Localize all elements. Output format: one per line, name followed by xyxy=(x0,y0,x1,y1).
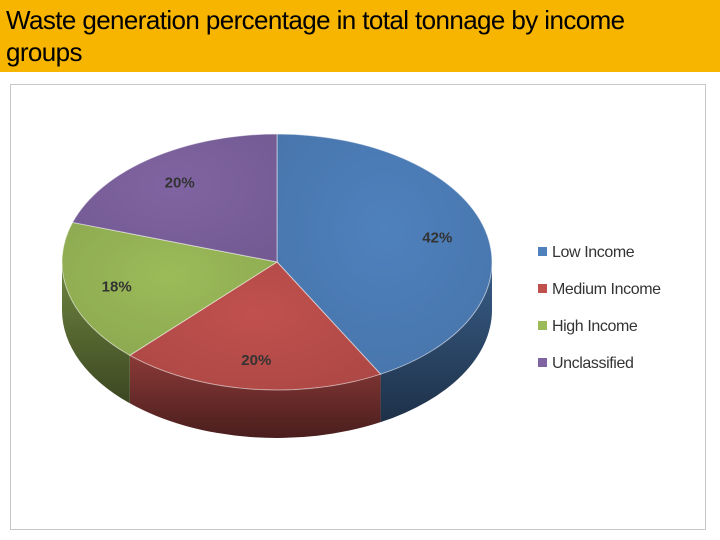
data-label-low-income: 42% xyxy=(422,230,452,247)
page-title: Waste generation percentage in total ton… xyxy=(6,5,625,67)
pie-side-high-income xyxy=(62,262,130,404)
pie-slice-unclassified xyxy=(71,133,278,263)
pie-chart: 42% 20% 18% 20% Low Income Medium Income High … xyxy=(61,133,662,438)
pie-slice-low-income xyxy=(276,133,493,375)
legend-label-unclassified: Unclassified xyxy=(552,355,633,372)
legend-swatch-medium-income xyxy=(538,284,547,293)
legend-label-medium-income: Medium Income xyxy=(552,281,661,298)
title-banner: Waste generation percentage in total ton… xyxy=(0,0,720,72)
data-label-unclassified: 20% xyxy=(165,174,195,191)
legend-label-low-income: Low Income xyxy=(552,244,635,261)
legend-swatch-high-income xyxy=(538,321,547,330)
legend-label-high-income: High Income xyxy=(552,318,638,335)
legend-swatch-unclassified xyxy=(538,358,547,367)
pie-side-medium-income xyxy=(129,355,381,438)
data-label-medium-income: 20% xyxy=(241,352,271,369)
pie-slice-medium-income xyxy=(128,261,382,391)
pie-slice-high-income xyxy=(61,221,279,356)
pie-side-low-income xyxy=(380,262,492,423)
data-label-high-income: 18% xyxy=(102,279,132,296)
legend-swatch-low-income xyxy=(538,247,547,256)
